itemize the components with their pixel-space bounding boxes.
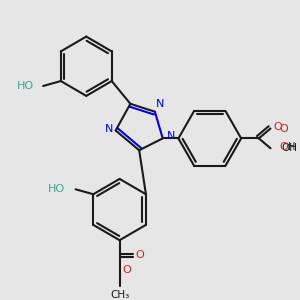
Text: N: N bbox=[156, 99, 164, 109]
Text: HO: HO bbox=[17, 81, 34, 91]
Text: CH₃: CH₃ bbox=[110, 290, 129, 300]
Text: O: O bbox=[273, 122, 282, 131]
Text: O: O bbox=[122, 265, 131, 275]
Text: O: O bbox=[279, 124, 288, 134]
Text: N: N bbox=[167, 131, 175, 141]
Text: HO: HO bbox=[47, 184, 64, 194]
Text: H: H bbox=[288, 142, 296, 152]
Text: OH: OH bbox=[281, 143, 297, 153]
Text: O: O bbox=[279, 142, 288, 152]
Text: N: N bbox=[105, 124, 113, 134]
Text: O: O bbox=[136, 250, 145, 260]
